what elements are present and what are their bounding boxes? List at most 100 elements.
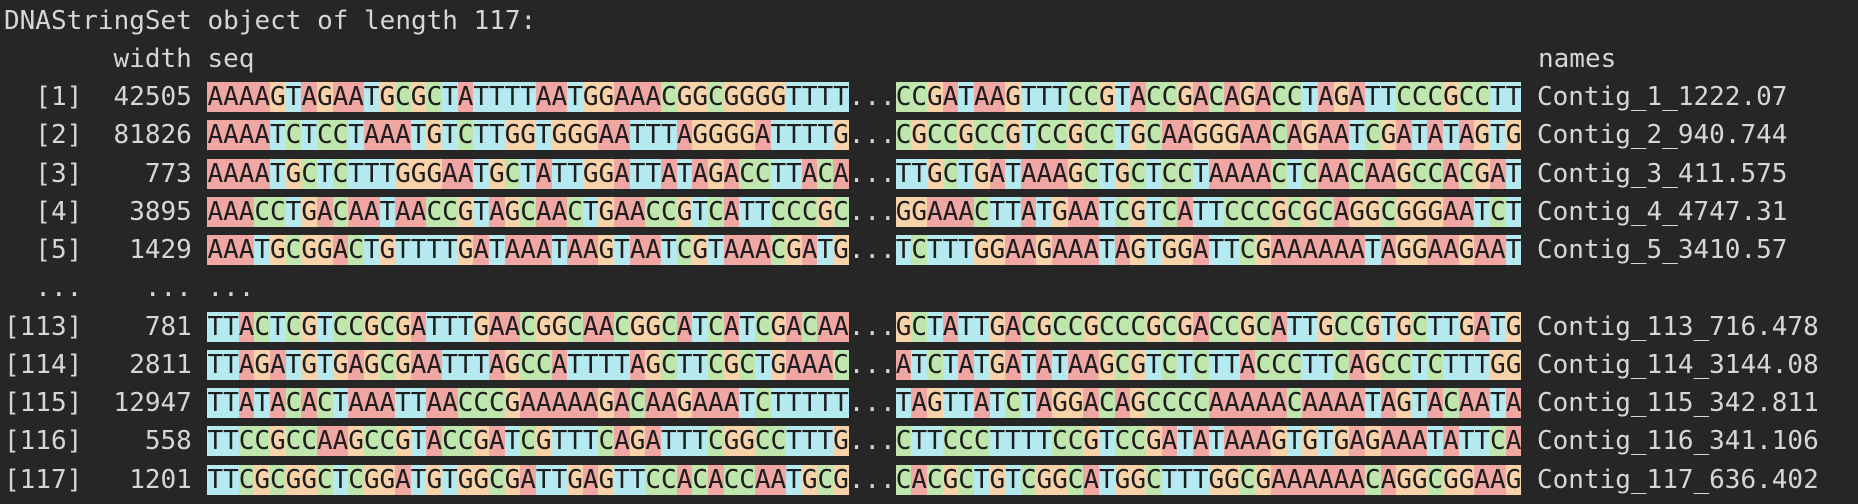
nucleotide: C [363, 426, 380, 457]
nucleotide: A [817, 311, 834, 342]
nucleotide: T [1052, 349, 1068, 380]
nucleotide: A [1255, 82, 1272, 112]
nucleotide: C [270, 196, 286, 227]
nucleotide: T [442, 349, 458, 380]
nucleotide: A [535, 388, 552, 418]
nucleotide: A [1005, 235, 1021, 265]
nucleotide: G [551, 120, 568, 151]
nucleotide: T [801, 120, 818, 151]
sequence-end: GCTATTGACGCCGCCCGCGACCGCATTGCCGTGCTTGATG [895, 311, 1522, 342]
nucleotide: G [504, 349, 521, 380]
row-index: ... [35, 273, 83, 304]
nucleotide: C [1427, 464, 1444, 495]
nucleotide: T [973, 464, 990, 495]
nucleotide: A [1443, 235, 1459, 265]
nucleotide: C [707, 349, 724, 380]
nucleotide: G [676, 196, 693, 227]
nucleotide: T [582, 426, 599, 457]
nucleotide: G [676, 82, 693, 112]
nucleotide: T [332, 388, 349, 418]
nucleotide: C [254, 196, 271, 227]
nucleotide: A [958, 349, 974, 380]
nucleotide: T [817, 426, 834, 457]
nucleotide: G [692, 82, 708, 112]
nucleotide: C [1161, 158, 1178, 189]
nucleotide: G [1505, 311, 1522, 342]
nucleotide: A [332, 426, 349, 457]
nucleotide: G [1505, 464, 1522, 495]
nucleotide: A [410, 196, 427, 227]
sequence-width: 558 [144, 426, 192, 457]
nucleotide: T [207, 311, 224, 342]
nucleotide: T [1224, 235, 1240, 265]
nucleotide: G [457, 464, 474, 495]
nucleotide: C [301, 426, 317, 457]
nucleotide: T [1364, 82, 1381, 112]
nucleotide: A [1036, 388, 1053, 418]
sequence-start: TTAGATGTGAGCGAATTTAGCCATTTTAGCTTCGCTGAAA… [207, 349, 849, 380]
nucleotide: A [426, 388, 443, 418]
nucleotide: G [989, 311, 1006, 342]
nucleotide: A [1490, 158, 1506, 189]
nucleotide: C [1411, 82, 1428, 112]
nucleotide: G [723, 426, 740, 457]
nucleotide: A [661, 388, 677, 418]
nucleotide: G [770, 349, 787, 380]
nucleotide: C [1271, 349, 1287, 380]
nucleotide: C [707, 82, 724, 112]
nucleotide: G [1271, 426, 1287, 457]
nucleotide: T [301, 120, 317, 151]
nucleotide: T [895, 388, 912, 418]
nucleotide: C [520, 311, 536, 342]
nucleotide: T [1192, 158, 1209, 189]
nucleotide: G [801, 464, 818, 495]
nucleotide: A [1177, 120, 1193, 151]
nucleotide: T [801, 82, 818, 112]
nucleotide: T [786, 464, 802, 495]
nucleotide: T [1145, 349, 1162, 380]
nucleotide: C [1286, 388, 1303, 418]
nucleotide: A [1318, 464, 1334, 495]
nucleotide: C [1271, 82, 1287, 112]
nucleotide: T [958, 158, 974, 189]
nucleotide: A [379, 120, 396, 151]
nucleotide: T [1020, 349, 1037, 380]
nucleotide: A [1020, 158, 1037, 189]
nucleotide: C [661, 196, 677, 227]
nucleotide: A [1239, 158, 1256, 189]
nucleotide: G [911, 120, 927, 151]
nucleotide: G [410, 158, 427, 189]
sequence-width: 3895 [129, 196, 192, 227]
nucleotide: C [442, 196, 458, 227]
nucleotide: G [1443, 82, 1459, 112]
nucleotide: T [363, 82, 380, 112]
nucleotide: T [786, 426, 802, 457]
nucleotide: A [1005, 349, 1021, 380]
nucleotide: C [1177, 158, 1193, 189]
nucleotide: G [973, 235, 990, 265]
nucleotide: A [1490, 235, 1506, 265]
nucleotide: A [598, 120, 615, 151]
nucleotide: T [207, 388, 224, 418]
nucleotide: T [1427, 311, 1444, 342]
nucleotide: C [926, 120, 943, 151]
nucleotide: G [1458, 464, 1475, 495]
nucleotide: G [1364, 196, 1381, 227]
names-column-header: names [1537, 43, 1617, 74]
nucleotide: A [1271, 311, 1287, 342]
nucleotide: A [363, 388, 380, 418]
nucleotide: C [1380, 196, 1397, 227]
nucleotide: A [301, 82, 317, 112]
nucleotide: A [1239, 388, 1256, 418]
nucleotide: G [363, 464, 380, 495]
nucleotide: T [1364, 388, 1381, 418]
nucleotide: A [926, 196, 943, 227]
nucleotide: G [301, 235, 317, 265]
row-index: [1] [35, 82, 83, 112]
nucleotide: G [254, 349, 271, 380]
nucleotide: C [1192, 388, 1209, 418]
nucleotide: T [1349, 120, 1365, 151]
nucleotide: T [614, 235, 630, 265]
nucleotide: C [707, 311, 724, 342]
nucleotide: G [723, 349, 740, 380]
